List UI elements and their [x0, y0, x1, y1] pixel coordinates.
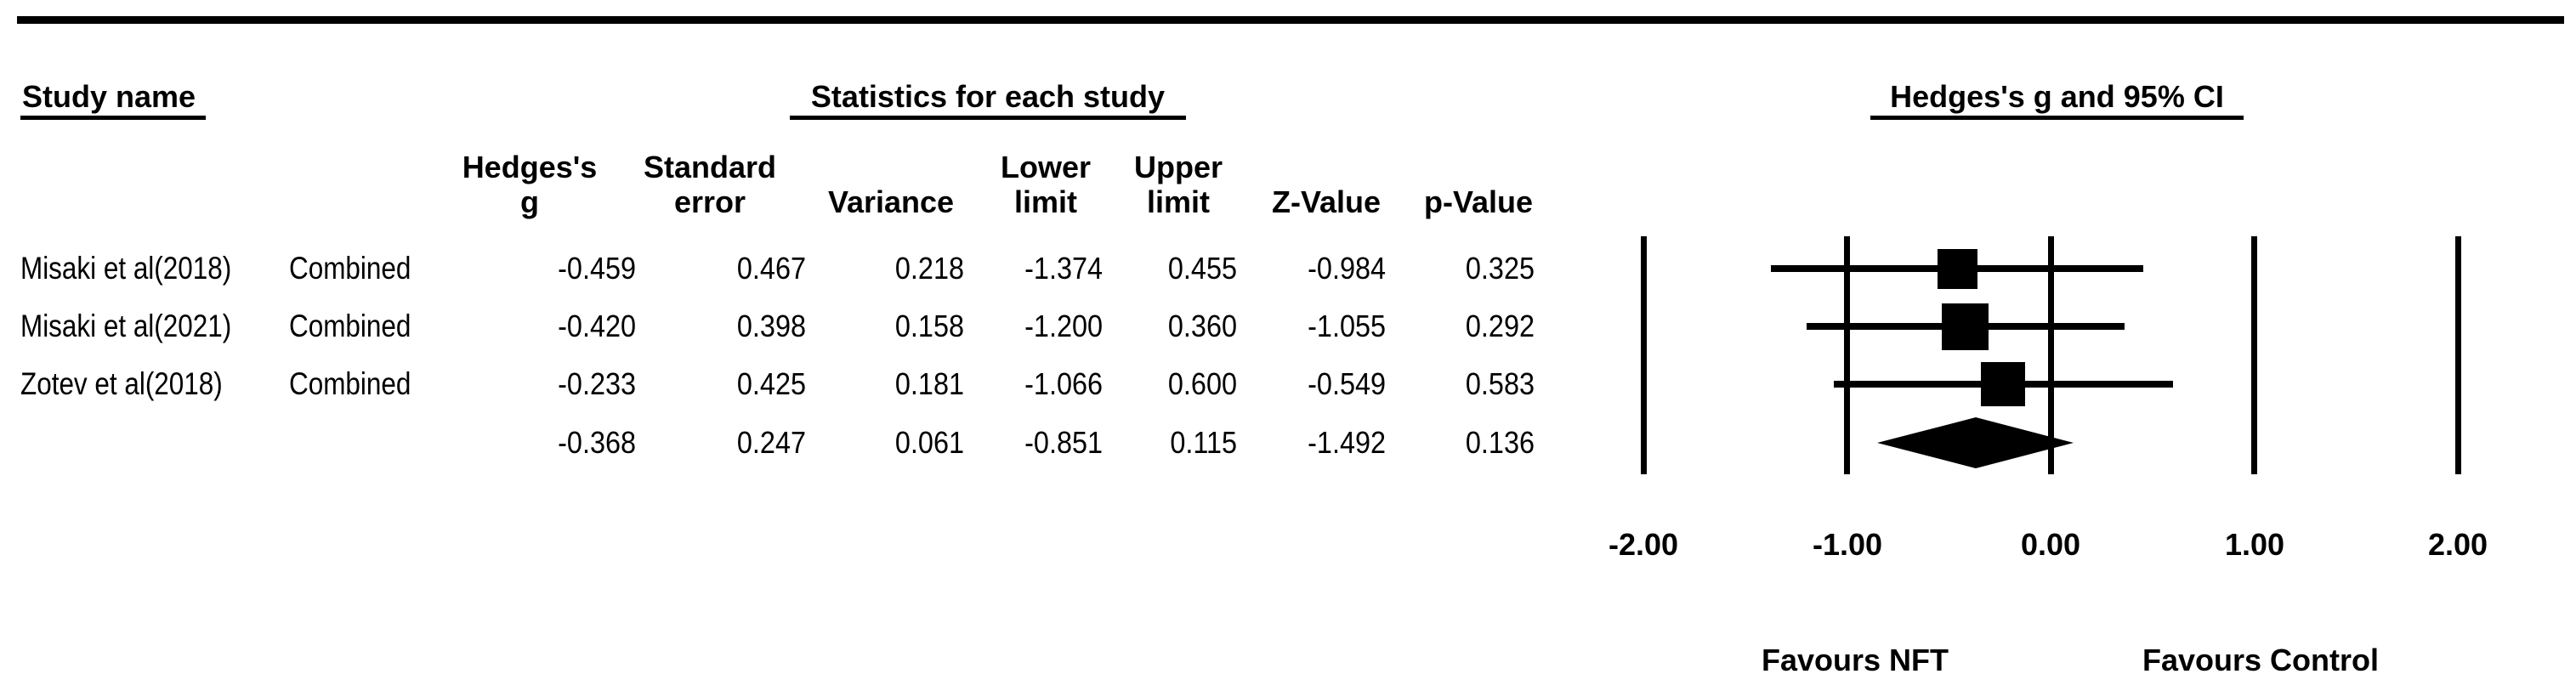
stat-value-cell: -1.055	[1308, 309, 1386, 343]
col-header-variance: Variance	[780, 150, 1001, 219]
col-header-line1: Lower	[1000, 150, 1091, 184]
stat-value-cell: -0.851	[1024, 425, 1103, 460]
stat-value-cell: 0.247	[736, 425, 806, 460]
stat-value-cell: 0.360	[1167, 309, 1237, 343]
stat-value-cell: 0.600	[1167, 366, 1237, 401]
col-header-line2: g	[520, 184, 539, 219]
study-group-cell: Combined	[289, 309, 411, 343]
stat-value-cell: -0.984	[1308, 251, 1386, 286]
axis-tick-label: -1.00	[1812, 527, 1883, 562]
study-name-cell: Misaki et al(2018)	[20, 251, 232, 286]
col-header-hedges-g: Hedges's g	[419, 150, 640, 219]
stat-value-cell: -0.459	[558, 251, 636, 286]
stat-value-cell: -0.368	[558, 425, 636, 460]
study-name-cell: Zotev et al(2018)	[20, 366, 223, 401]
col-header-line1: Standard	[643, 150, 777, 184]
col-header-z-value: Z-Value	[1216, 150, 1437, 219]
stat-value-cell: -0.233	[558, 366, 636, 401]
study-effect-square	[1981, 362, 2025, 406]
stat-value-cell: 0.158	[894, 309, 964, 343]
col-header-line2: Variance	[827, 184, 955, 219]
stat-value-cell: 0.181	[894, 366, 964, 401]
stat-value-cell: -0.549	[1308, 366, 1386, 401]
ci-header: Hedges's g and 95% CI	[1870, 81, 2244, 120]
col-header-line2: Z-Value	[1271, 184, 1382, 219]
col-header-line1	[1368, 150, 1589, 184]
summary-diamond-shape	[1877, 417, 2074, 468]
stat-value-cell: 0.115	[1170, 425, 1237, 460]
stat-value-cell: 0.061	[894, 425, 964, 460]
favours-right-label: Favours Control	[2142, 643, 2379, 677]
stat-value-cell: -1.374	[1024, 251, 1103, 286]
col-header-standard-error: Standard error	[599, 150, 820, 219]
stat-value-cell: -1.066	[1024, 366, 1103, 401]
col-header-line1: Upper	[1133, 150, 1223, 184]
col-header-line2: p-Value	[1423, 184, 1534, 219]
col-header-line1: Hedges's	[462, 150, 598, 184]
col-header-lower-limit: Lower limit	[935, 150, 1156, 219]
axis-gridline	[2048, 236, 2054, 474]
col-header-upper-limit: Upper limit	[1068, 150, 1289, 219]
stat-value-cell: 0.583	[1465, 366, 1535, 401]
axis-tick-label: 0.00	[2020, 527, 2081, 562]
stat-value-cell: 0.292	[1465, 309, 1535, 343]
axis-tick-label: 1.00	[2224, 527, 2285, 562]
study-effect-square	[1942, 303, 1989, 350]
statistics-header: Statistics for each study	[790, 81, 1186, 120]
study-name-header: Study name	[20, 81, 207, 120]
axis-gridline	[1641, 236, 1647, 474]
axis-gridline	[2251, 236, 2257, 474]
stat-value-cell: 0.136	[1465, 425, 1535, 460]
axis-tick-label: -2.00	[1608, 527, 1679, 562]
study-group-cell: Combined	[289, 366, 411, 401]
stat-value-cell: -0.420	[558, 309, 636, 343]
axis-tick-label: 2.00	[2427, 527, 2488, 562]
stat-value-cell: -1.200	[1024, 309, 1103, 343]
col-header-line2: limit	[1013, 184, 1077, 219]
stat-value-cell: 0.398	[736, 309, 806, 343]
col-header-line2: error	[673, 184, 746, 219]
stat-value-cell: -1.492	[1308, 425, 1386, 460]
col-header-line2: limit	[1146, 184, 1210, 219]
study-name-cell: Misaki et al(2021)	[20, 309, 232, 343]
stat-value-cell: 0.218	[894, 251, 964, 286]
stat-value-cell: 0.455	[1167, 251, 1237, 286]
stat-value-cell: 0.325	[1465, 251, 1535, 286]
stat-value-cell: 0.467	[736, 251, 806, 286]
axis-gridline	[2455, 236, 2461, 474]
stat-value-cell: 0.425	[736, 366, 806, 401]
axis-gridline	[1844, 236, 1850, 474]
top-rule	[17, 16, 2564, 24]
study-group-cell: Combined	[289, 251, 411, 286]
favours-left-label: Favours NFT	[1761, 643, 1949, 677]
summary-diamond	[1877, 417, 2074, 468]
col-header-p-value: p-Value	[1368, 150, 1589, 219]
study-effect-square	[1938, 249, 1977, 289]
